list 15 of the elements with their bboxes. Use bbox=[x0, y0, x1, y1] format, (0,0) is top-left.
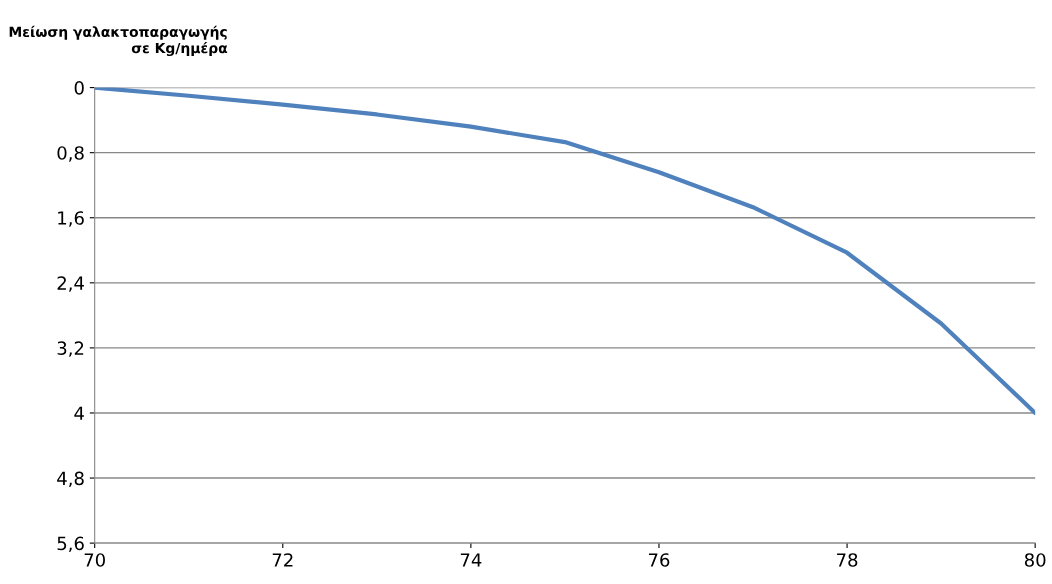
y-tick-label: 5,6 bbox=[57, 536, 84, 553]
x-tick-label: 80 bbox=[1024, 553, 1046, 567]
x-tick-label: 70 bbox=[84, 553, 105, 567]
y-tick-label: 3,2 bbox=[57, 341, 84, 357]
y-tick-label: 4,8 bbox=[57, 471, 84, 487]
y-tick-label: 0,8 bbox=[57, 146, 84, 162]
y-axis-title: Μείωση γαλακτοπαραγωγής σε Kg/ημέρα bbox=[9, 25, 228, 57]
y-tick-label: 2,4 bbox=[57, 276, 84, 292]
y-tick-label: 4 bbox=[74, 406, 84, 420]
x-tick-label: 76 bbox=[648, 553, 670, 567]
x-tick-label: 72 bbox=[272, 553, 293, 567]
x-tick-label: 74 bbox=[460, 553, 482, 567]
y-tick-label: 0 bbox=[74, 81, 84, 95]
y-tick-label: 1,6 bbox=[58, 211, 84, 227]
x-tick-label: 78 bbox=[837, 553, 858, 567]
